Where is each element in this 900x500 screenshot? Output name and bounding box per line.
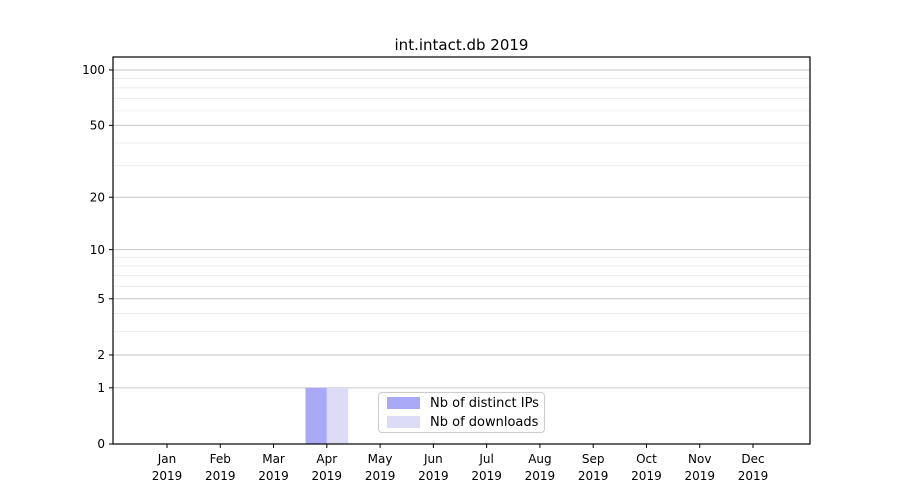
y-tick-label: 1 xyxy=(97,381,105,395)
legend-swatch-distinct-ips xyxy=(387,397,420,409)
bar-apr-series1 xyxy=(326,387,349,444)
x-tick-label: Jul 2019 xyxy=(471,452,502,483)
chart-title: int.intact.db 2019 xyxy=(394,36,529,54)
y-tick-label: 50 xyxy=(90,119,105,133)
x-tick-label: Jan 2019 xyxy=(152,452,183,483)
y-tick-label: 0 xyxy=(97,437,105,451)
legend-label-distinct-ips: Nb of distinct IPs xyxy=(430,395,539,411)
y-tick-label: 20 xyxy=(90,190,105,204)
x-tick-label: Sep 2019 xyxy=(578,452,609,483)
x-tick-label: Jun 2019 xyxy=(418,452,449,483)
x-tick-label: Oct 2019 xyxy=(631,452,662,483)
x-tick-label: Dec 2019 xyxy=(738,452,769,483)
x-tick-label: Mar 2019 xyxy=(258,452,289,483)
plot-border xyxy=(112,56,811,445)
legend: Nb of distinct IPs Nb of downloads xyxy=(378,392,545,433)
x-tick-label: Feb 2019 xyxy=(205,452,236,483)
y-tick-label: 10 xyxy=(90,243,105,257)
legend-item-distinct-ips: Nb of distinct IPs xyxy=(387,395,539,411)
x-tick-label: Aug 2019 xyxy=(525,452,556,483)
legend-item-downloads: Nb of downloads xyxy=(387,414,539,430)
legend-label-downloads: Nb of downloads xyxy=(430,414,539,430)
x-tick-label: Nov 2019 xyxy=(684,452,715,483)
y-tick-label: 5 xyxy=(97,292,105,306)
x-tick-label: Apr 2019 xyxy=(312,452,343,483)
x-tick-label: May 2019 xyxy=(365,452,396,483)
y-tick-label: 2 xyxy=(97,348,105,362)
bar-apr-series0 xyxy=(305,387,327,444)
legend-swatch-downloads xyxy=(387,416,420,428)
y-tick-label: 100 xyxy=(82,63,105,77)
